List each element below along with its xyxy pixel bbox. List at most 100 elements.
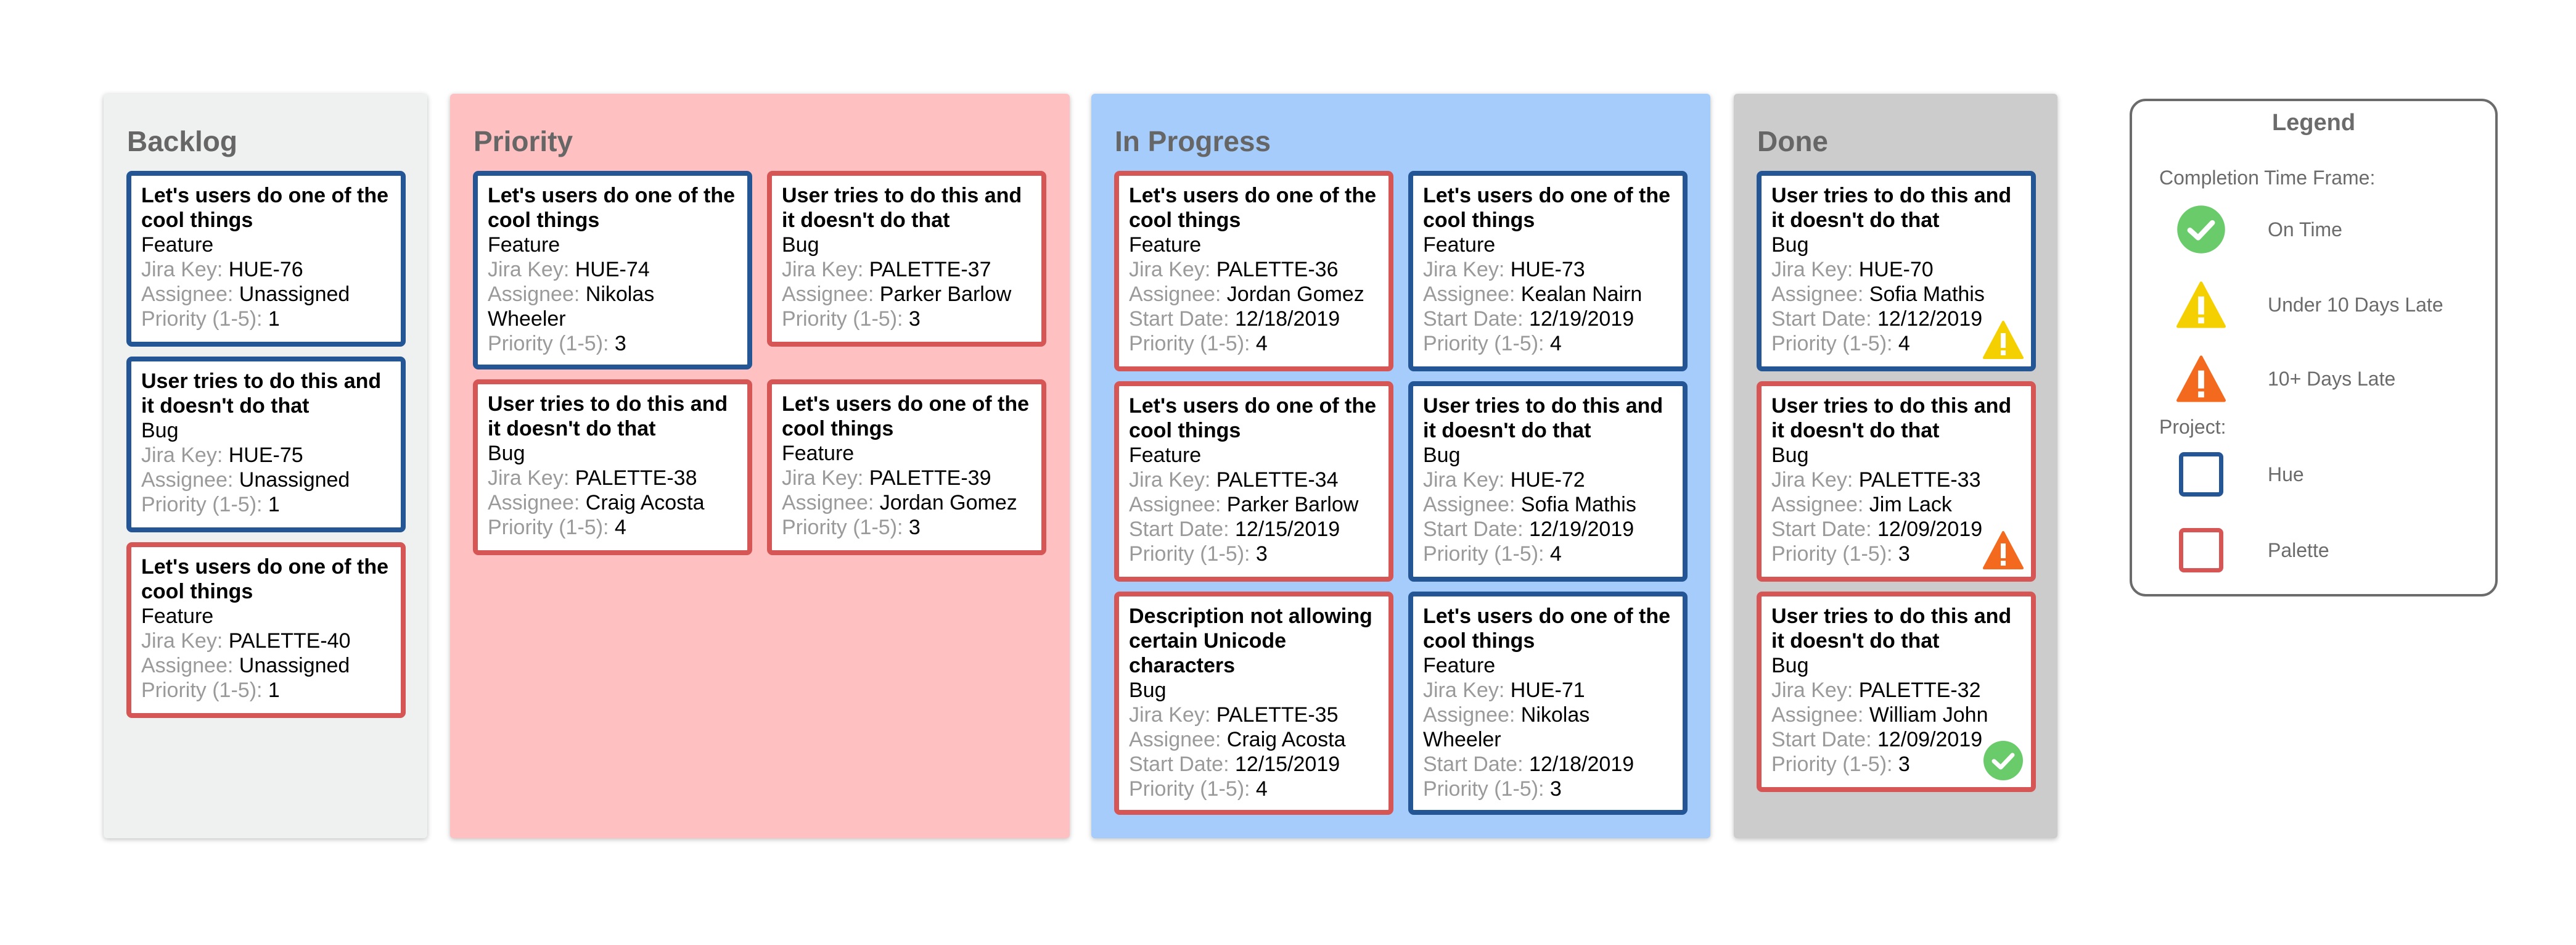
jira-key-label: Jira Key: <box>1423 468 1505 492</box>
priority-label: Priority (1-5): <box>1423 777 1544 801</box>
priority-label: Priority (1-5): <box>1423 332 1544 355</box>
legend-under-10: Under 10 Days Late <box>2176 280 2443 329</box>
priority: 4 <box>1549 542 1562 566</box>
assignee: Unassigned <box>239 283 350 306</box>
card-title: User tries to do this and it doesn't do … <box>1423 394 1663 442</box>
card[interactable]: Let's users do one of the cool things Fe… <box>767 379 1046 555</box>
column-done: Done User tries to do this and it doesn'… <box>1734 94 2057 838</box>
start-date-label: Start Date: <box>1423 753 1524 776</box>
priority: 3 <box>614 332 626 355</box>
assignee: Parker Barlow <box>1226 493 1359 516</box>
priority: 4 <box>1255 777 1268 801</box>
assignee: Jordan Gomez <box>1226 283 1364 306</box>
card[interactable]: Let's users do one of the cool things Fe… <box>473 171 752 369</box>
jira-key-label: Jira Key: <box>1423 258 1505 281</box>
card[interactable]: User tries to do this and it doesn't do … <box>126 357 406 532</box>
warning-icon <box>1983 530 2024 571</box>
assignee: Craig Acosta <box>1226 728 1346 751</box>
card-type: Bug <box>1771 233 1809 257</box>
legend-on-time-label: On Time <box>2268 218 2342 241</box>
warning-icon <box>1983 320 2024 360</box>
start-date: 12/09/2019 <box>1877 518 1983 541</box>
card-title: Let's users do one of the cool things <box>141 555 389 603</box>
card[interactable]: Let's users do one of the cool things Fe… <box>1408 171 1688 371</box>
palette-swatch <box>2179 528 2223 572</box>
assignee: Sofia Mathis <box>1520 493 1636 516</box>
assignee: Nikolas Wheeler <box>1423 703 1590 751</box>
assignee-label: Assignee: <box>1771 703 1864 727</box>
priority-label: Priority (1-5): <box>141 493 263 516</box>
assignee-label: Assignee: <box>1423 283 1516 306</box>
assignee-label: Assignee: <box>1771 493 1864 516</box>
card-title: User tries to do this and it doesn't do … <box>488 392 728 440</box>
jira-key-label: Jira Key: <box>1129 703 1211 727</box>
card[interactable]: Let's users do one of the cool things Fe… <box>1408 592 1688 815</box>
jira-key-label: Jira Key: <box>1771 679 1853 702</box>
card-type: Bug <box>782 233 819 257</box>
card[interactable]: User tries to do this and it doesn't do … <box>1408 381 1688 582</box>
assignee: Unassigned <box>239 654 350 677</box>
card-title: Let's users do one of the cool things <box>488 184 736 232</box>
card-type: Feature <box>488 233 560 257</box>
card-type: Feature <box>782 442 855 465</box>
start-date-label: Start Date: <box>1771 518 1872 541</box>
start-date: 12/19/2019 <box>1528 307 1635 331</box>
column-title: Backlog <box>127 125 237 157</box>
priority-label: Priority (1-5): <box>1129 332 1250 355</box>
jira-key-label: Jira Key: <box>488 466 570 490</box>
card-type: Bug <box>1771 444 1809 467</box>
priority: 3 <box>908 516 921 539</box>
jira-key: PALETTE-40 <box>228 629 351 653</box>
assignee: William John <box>1869 703 1988 727</box>
card[interactable]: User tries to do this and it doesn't do … <box>1757 592 2036 792</box>
assignee-label: Assignee: <box>141 468 234 492</box>
card[interactable]: User tries to do this and it doesn't do … <box>1757 171 2036 371</box>
start-date-label: Start Date: <box>1771 307 1872 331</box>
start-date-label: Start Date: <box>1771 728 1872 751</box>
card[interactable]: Description not allowing certain Unicode… <box>1114 592 1393 815</box>
assignee-label: Assignee: <box>488 283 580 306</box>
assignee-label: Assignee: <box>1129 728 1221 751</box>
card-type: Bug <box>488 442 525 465</box>
assignee-label: Assignee: <box>1129 283 1221 306</box>
card-type: Feature <box>1423 654 1496 677</box>
jira-key: HUE-75 <box>228 444 303 467</box>
legend-over-10-label: 10+ Days Late <box>2268 367 2396 390</box>
jira-key: HUE-72 <box>1510 468 1585 492</box>
card-type: Feature <box>1129 444 1202 467</box>
card-type: Feature <box>1423 233 1496 257</box>
assignee: Parker Barlow <box>879 283 1012 306</box>
start-date-label: Start Date: <box>1129 753 1229 776</box>
card[interactable]: Let's users do one of the cool things Fe… <box>126 542 406 718</box>
start-date-label: Start Date: <box>1423 307 1524 331</box>
jira-key-label: Jira Key: <box>141 629 223 653</box>
card[interactable]: Let's users do one of the cool things Fe… <box>1114 381 1393 582</box>
jira-key: PALETTE-35 <box>1216 703 1339 727</box>
legend-palette: Palette <box>2176 526 2329 575</box>
start-date: 12/18/2019 <box>1234 307 1340 331</box>
priority-label: Priority (1-5): <box>782 516 903 539</box>
assignee-label: Assignee: <box>1129 493 1221 516</box>
hue-swatch <box>2179 452 2223 497</box>
column-backlog: Backlog Let's users do one of the cool t… <box>104 94 427 838</box>
priority-label: Priority (1-5): <box>1771 542 1893 566</box>
priority-label: Priority (1-5): <box>1423 542 1544 566</box>
legend-title: Legend <box>2271 110 2356 136</box>
card[interactable]: Let's users do one of the cool things Fe… <box>126 171 406 347</box>
legend-time-frame-heading: Completion Time Frame: <box>2159 167 2376 189</box>
card[interactable]: User tries to do this and it doesn't do … <box>473 379 752 555</box>
priority-label: Priority (1-5): <box>1771 753 1893 776</box>
priority: 3 <box>1898 753 1910 776</box>
priority: 1 <box>268 679 280 702</box>
assignee-label: Assignee: <box>141 283 234 306</box>
card[interactable]: Let's users do one of the cool things Fe… <box>1114 171 1393 371</box>
column-title: Priority <box>474 125 573 157</box>
card[interactable]: User tries to do this and it doesn't do … <box>1757 381 2036 582</box>
priority-label: Priority (1-5): <box>1771 332 1893 355</box>
card[interactable]: User tries to do this and it doesn't do … <box>767 171 1046 347</box>
start-date-label: Start Date: <box>1423 518 1524 541</box>
assignee-label: Assignee: <box>1423 703 1516 727</box>
card-title: Let's users do one of the cool things <box>1423 605 1671 653</box>
card-type: Feature <box>141 233 214 257</box>
priority-label: Priority (1-5): <box>488 516 609 539</box>
